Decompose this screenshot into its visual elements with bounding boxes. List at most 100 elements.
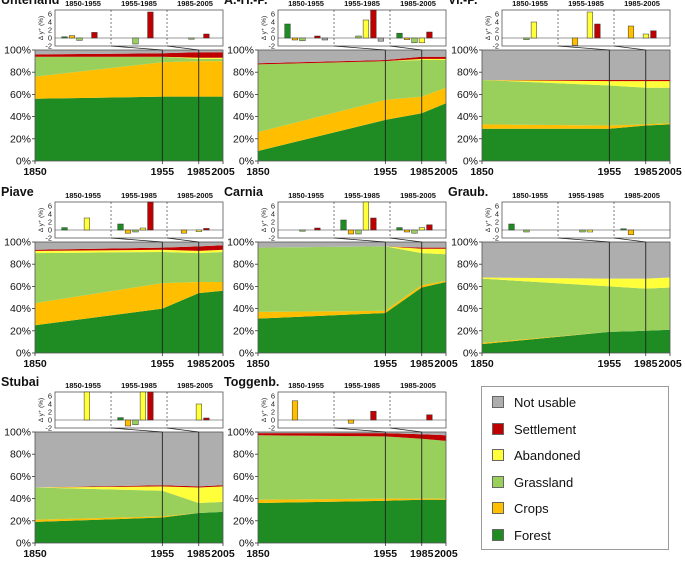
y-tick-label: 80% (10, 259, 31, 271)
y-tick-label: 0% (16, 538, 31, 550)
bar-crops (627, 25, 635, 39)
period-label: 1955-1985 (344, 0, 380, 8)
area-not-usable (258, 50, 446, 64)
y-tick-label: 100% (4, 237, 31, 249)
legend-box: Not usable Settlement Abandoned Grasslan… (481, 386, 669, 550)
panel-title: Graub. (448, 185, 488, 199)
legend-swatch (492, 449, 504, 461)
panel-ahp: 0% 20% 40% 60% 80% 100% 1850 1955 1985 2005 A.-H.-… (224, 0, 458, 178)
area-crops (258, 498, 446, 503)
bar-y-tick-label: -2 (45, 42, 52, 51)
bar-y-tick-label: 2 (48, 218, 52, 227)
y-tick-label: 100% (227, 45, 254, 57)
y-tick-label: 0% (239, 538, 254, 550)
bar-y-tick-label: 6 (271, 392, 275, 401)
bar-crops (124, 419, 132, 427)
y-tick-label: 80% (457, 67, 478, 79)
x-tick-label: 1955 (151, 548, 175, 560)
panel-title: Carnia (224, 185, 264, 199)
bar-abandoned (418, 37, 425, 44)
x-tick-label: 1850 (23, 358, 47, 370)
x-tick-label: 2005 (658, 166, 682, 178)
period-connector (389, 237, 422, 243)
area-crops (258, 87, 446, 151)
period-label: 1985-2005 (177, 0, 213, 8)
bar-grassland (132, 37, 139, 45)
x-tick-label: 1955 (374, 548, 398, 560)
bar-y-tick-label: 4 (48, 210, 52, 219)
period-label: 1985-2005 (400, 381, 436, 390)
bar-y-tick-label: 0 (48, 34, 52, 43)
period-label: 1850-1955 (65, 381, 101, 390)
period-label: 1850-1955 (512, 191, 548, 200)
x-tick-label: 1985 (634, 358, 658, 370)
panel-unterland: 0% 20% 40% 60% 80% 100% 1850 1955 1985 2005 Unterl… (1, 0, 235, 178)
y-tick-label: 60% (233, 89, 254, 101)
bar-abandoned (195, 229, 202, 232)
bar-y-tick-label: 2 (495, 218, 499, 227)
y-tick-label: 40% (10, 493, 31, 505)
plot-frame (481, 49, 671, 162)
y-tick-label: 60% (457, 89, 478, 101)
area-grassland (258, 60, 446, 133)
period-connector (613, 237, 646, 243)
legend-label: Grassland (514, 474, 574, 490)
bar-grassland (76, 37, 83, 41)
area-settlement (35, 52, 223, 58)
y-tick-label: 40% (10, 303, 31, 315)
plot-frame (481, 241, 671, 354)
area-abandoned (258, 246, 446, 255)
x-tick-label: 2005 (658, 358, 682, 370)
bar-settlement (426, 414, 433, 421)
bar-grassland (299, 229, 306, 232)
bar-abandoned (642, 33, 649, 39)
legend-item: Not usable (492, 393, 576, 411)
panel-vip: 0% 20% 40% 60% 80% 100% 1850 1955 1985 2005 Vi.-P.… (448, 0, 682, 178)
area-grassland (482, 80, 670, 126)
legend-item: Crops (492, 499, 549, 517)
area-settlement (258, 56, 446, 65)
bar-chart-frame (277, 201, 447, 239)
bar-y-tick-label: -2 (268, 42, 275, 51)
period-label: 1850-1955 (65, 191, 101, 200)
bar-y-axis-label: Δ y⁺ (%) (261, 208, 268, 232)
period-label: 1850-1955 (288, 0, 324, 8)
area-crops (35, 282, 223, 326)
x-tick-label: 1955 (374, 358, 398, 370)
bar-chart-frame (54, 201, 224, 239)
y-tick-label: 80% (233, 449, 254, 461)
bar-y-axis-label: Δ y⁺ (%) (38, 16, 45, 40)
bar-not-usable (321, 37, 328, 41)
area-grassland (482, 278, 670, 343)
bar-y-tick-label: 6 (271, 10, 275, 19)
y-tick-label: 0% (239, 156, 254, 168)
bar-settlement (426, 31, 433, 39)
bar-forest (620, 228, 627, 231)
y-tick-label: 0% (463, 348, 478, 360)
y-tick-label: 20% (233, 515, 254, 527)
area-forest (258, 282, 446, 353)
area-settlement (258, 433, 446, 441)
plot-frame (34, 49, 224, 162)
area-forest (35, 96, 223, 161)
bar-chart-frame (501, 9, 671, 47)
bar-grassland (411, 37, 418, 44)
area-abandoned (35, 56, 223, 59)
y-tick-label: 80% (233, 259, 254, 271)
bar-abandoned (418, 227, 425, 231)
x-tick-label: 1955 (151, 166, 175, 178)
area-abandoned (35, 249, 223, 254)
period-label: 1850-1955 (288, 381, 324, 390)
bar-settlement (91, 32, 98, 39)
area-abandoned (482, 277, 670, 289)
y-tick-label: 40% (233, 111, 254, 123)
x-tick-label: 1955 (374, 166, 398, 178)
area-not-usable (258, 242, 446, 248)
area-grassland (258, 246, 446, 312)
y-tick-label: 100% (227, 427, 254, 439)
y-tick-label: 20% (10, 515, 31, 527)
period-connector (557, 237, 610, 243)
x-tick-label: 1850 (246, 358, 270, 370)
y-tick-label: 20% (233, 133, 254, 145)
bar-y-tick-label: 0 (271, 34, 275, 43)
